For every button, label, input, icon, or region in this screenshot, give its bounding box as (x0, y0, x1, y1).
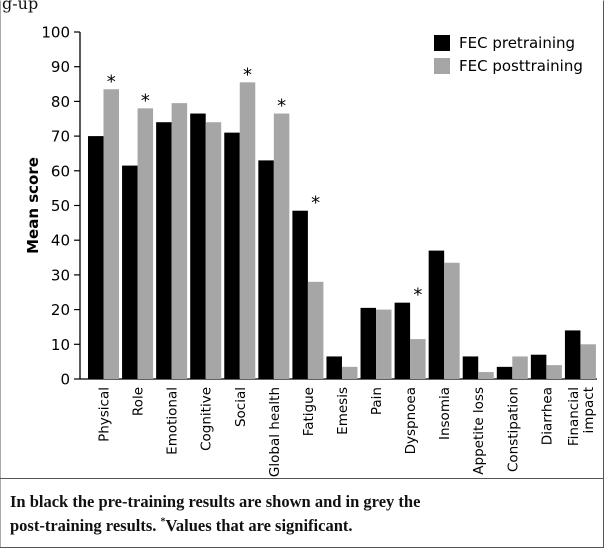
bar-chart: 0 10 20 30 40 50 60 70 80 90 100 Mean score * Physica… (2, 0, 597, 477)
y-tick-label: 90 (51, 58, 70, 76)
bar-fec-posttraining-social (239, 82, 256, 379)
x-tick-label-global-health: Global health (267, 387, 283, 477)
significance-marker-physical: * (107, 71, 116, 92)
bar-fec-posttraining-pain (376, 309, 392, 379)
x-tick-label-financial-impact-line-2: impact (581, 387, 597, 433)
x-tick-label-insomia: Insomia (437, 387, 453, 440)
bar-fec-pretraining-emesis (326, 356, 342, 379)
bar-fec-posttraining-emesis (341, 366, 358, 379)
significance-marker-dyspnoea: * (413, 285, 422, 306)
bar-fec-posttraining-role (137, 108, 154, 379)
x-tick-label-fatigue: Fatigue (301, 387, 317, 436)
bar-fec-pretraining-social (224, 132, 240, 379)
bar-fec-pretraining-cognitive (190, 113, 206, 380)
bar-fec-posttraining-diarrhea (546, 365, 562, 379)
y-tick-label: 0 (60, 371, 70, 389)
caption-line-1: In black the pre-training results are sh… (10, 492, 421, 511)
y-tick-label: 100 (41, 24, 70, 42)
bar-fec-posttraining-cognitive (205, 122, 222, 379)
caption-line-2-start: post-training results. (10, 516, 161, 535)
y-tick-label: 10 (51, 336, 70, 354)
caption-line-2-end: Values that are significant. (165, 516, 353, 535)
x-tick-label-appetite-loss: Appetite loss (471, 387, 487, 475)
bar-fec-posttraining-fatigue (307, 281, 324, 379)
x-tick-label-diarrhea: Diarrhea (539, 387, 555, 445)
bar-fec-pretraining-role (122, 165, 138, 379)
x-tick-label-social: Social (233, 387, 249, 427)
y-tick-label: 70 (51, 128, 70, 146)
x-tick-label-physical: Physical (97, 387, 113, 442)
figure-caption: In black the pre-training results are sh… (10, 490, 590, 538)
x-tick-label-emotional: Emotional (165, 387, 181, 455)
bar-fec-posttraining-physical (103, 89, 119, 379)
bar-fec-posttraining-dyspnoea (410, 339, 426, 379)
bar-fec-pretraining-constipation (496, 366, 513, 379)
caption-line-2: post-training results. *Values that are … (10, 514, 590, 538)
significance-marker-role: * (141, 90, 150, 111)
y-tick-label: 80 (51, 93, 70, 111)
bar-fec-posttraining-constipation (512, 356, 528, 379)
y-tick-label: 50 (51, 197, 70, 215)
legend-label-fec-posttraining: FEC posttraining (459, 57, 583, 75)
bar-fec-posttraining-financial-impact (580, 344, 596, 379)
y-tick-label: 60 (51, 162, 70, 180)
legend-swatch-fec-posttraining (434, 58, 450, 74)
significance-marker-social: * (243, 64, 252, 85)
bar-fec-pretraining-appetite-loss (462, 356, 479, 379)
bar-fec-pretraining-fatigue (292, 210, 308, 379)
y-tick-label: 30 (51, 266, 70, 284)
bar-fec-posttraining-global-health (273, 113, 290, 380)
bar-fec-pretraining-financial-impact (564, 330, 581, 379)
x-tick-label-role: Role (131, 387, 147, 416)
x-tick-label-financial-impact-line-1: Financial (566, 387, 582, 446)
significance-marker-fatigue: * (311, 193, 320, 214)
top-text-fragment: g-up (2, 0, 38, 13)
significance-marker-global-health: * (277, 96, 286, 117)
caption-significance-mark: * (160, 516, 166, 528)
y-axis-title: Mean score (24, 157, 42, 254)
bar-fec-pretraining-global-health (258, 160, 274, 379)
bar-fec-pretraining-emotional (156, 122, 172, 379)
bar-fec-posttraining-appetite-loss (478, 372, 494, 379)
bar-fec-posttraining-emotional (171, 103, 188, 379)
x-tick-label-constipation: Constipation (505, 387, 521, 472)
x-tick-label-dyspnoea: Dyspnoea (403, 387, 419, 454)
bar-fec-posttraining-insomia (444, 262, 460, 379)
y-tick-label: 20 (51, 301, 70, 319)
bar-fec-pretraining-insomia (428, 250, 445, 379)
bar-fec-pretraining-pain (360, 307, 377, 379)
legend-swatch-fec-pretraining (434, 35, 450, 51)
x-tick-label-emesis: Emesis (335, 387, 351, 435)
y-tick-label: 40 (51, 232, 70, 250)
x-tick-label-cognitive: Cognitive (199, 387, 215, 451)
bar-fec-pretraining-dyspnoea (394, 302, 411, 379)
bar-fec-pretraining-diarrhea (530, 354, 547, 379)
x-tick-label-pain: Pain (369, 387, 385, 415)
legend-label-fec-pretraining: FEC pretraining (459, 34, 575, 52)
bar-fec-pretraining-physical (88, 136, 104, 379)
